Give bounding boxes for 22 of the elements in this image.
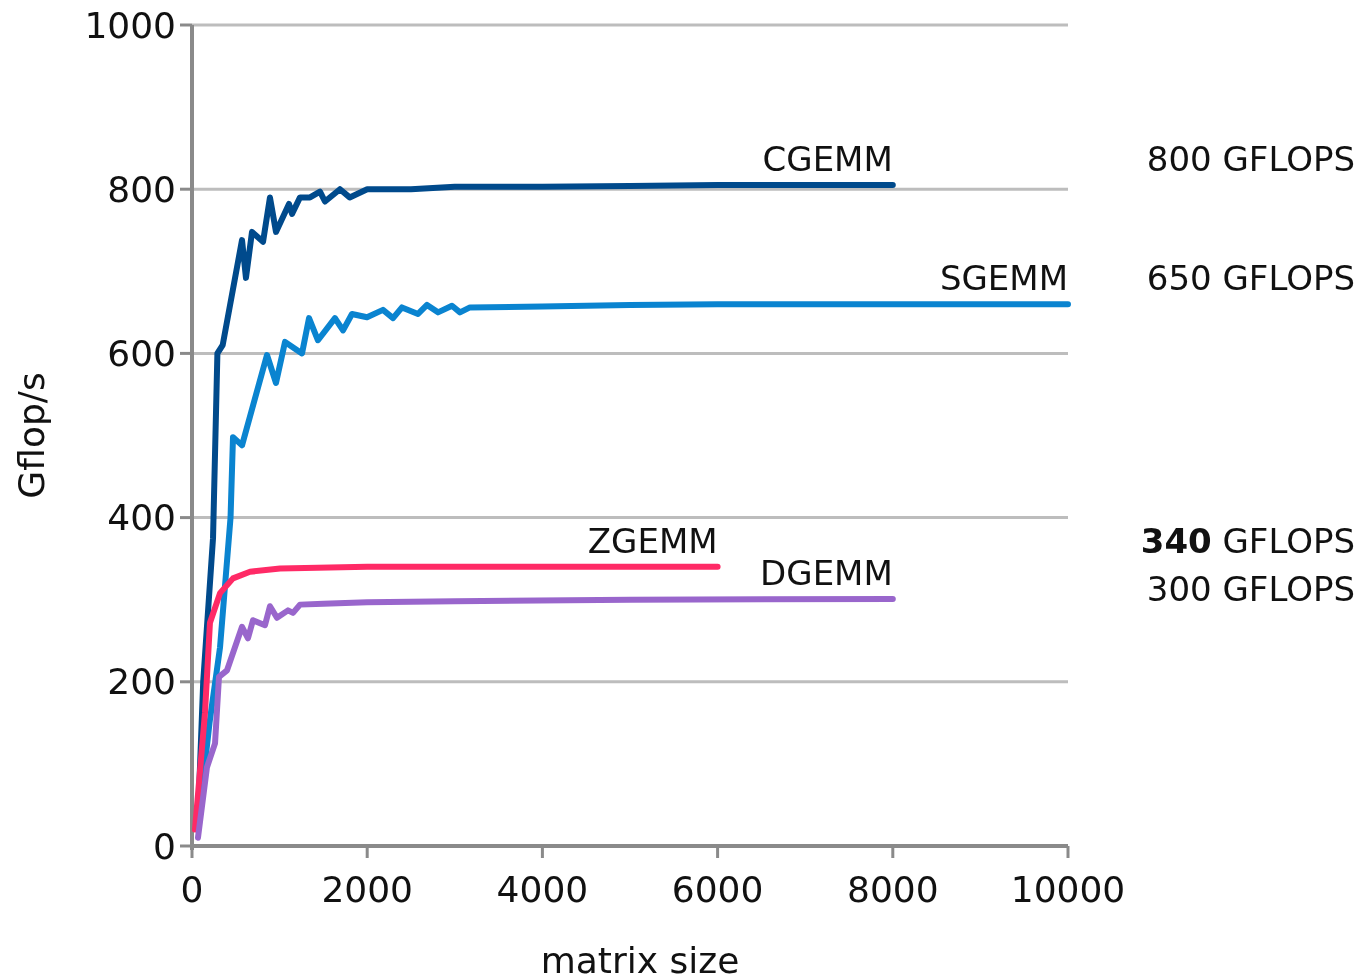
x-tick-label: 6000 [671,869,764,910]
text: 300 GFLOPS [1146,568,1355,609]
y-axis-title: Gflop/s [11,372,52,499]
y-tick-label: 800 [107,168,176,210]
x-axis-title: matrix size [540,940,740,977]
y-tick-label: 0 [153,825,176,867]
text: 800 GFLOPS [1146,139,1355,180]
x-tick-label: 10000 [1010,869,1126,910]
x-tick-label: 0 [180,869,204,910]
y-tick-label: 1000 [84,4,176,46]
x-tick-label: 8000 [846,869,939,910]
text: 340 GFLOPS [1140,520,1355,561]
series-label: SGEMM [939,258,1068,299]
series-label: DGEMM [760,552,893,593]
x-tick-label: 2000 [321,869,414,910]
x-tick-label: 4000 [496,869,589,910]
text: 650 GFLOPS [1146,258,1355,299]
y-tick-label: 400 [107,497,176,539]
series-label: ZGEMM [587,520,718,561]
y-tick-label: 200 [107,661,176,703]
y-tick-label: 600 [107,333,176,374]
series-label: CGEMM [762,139,893,180]
